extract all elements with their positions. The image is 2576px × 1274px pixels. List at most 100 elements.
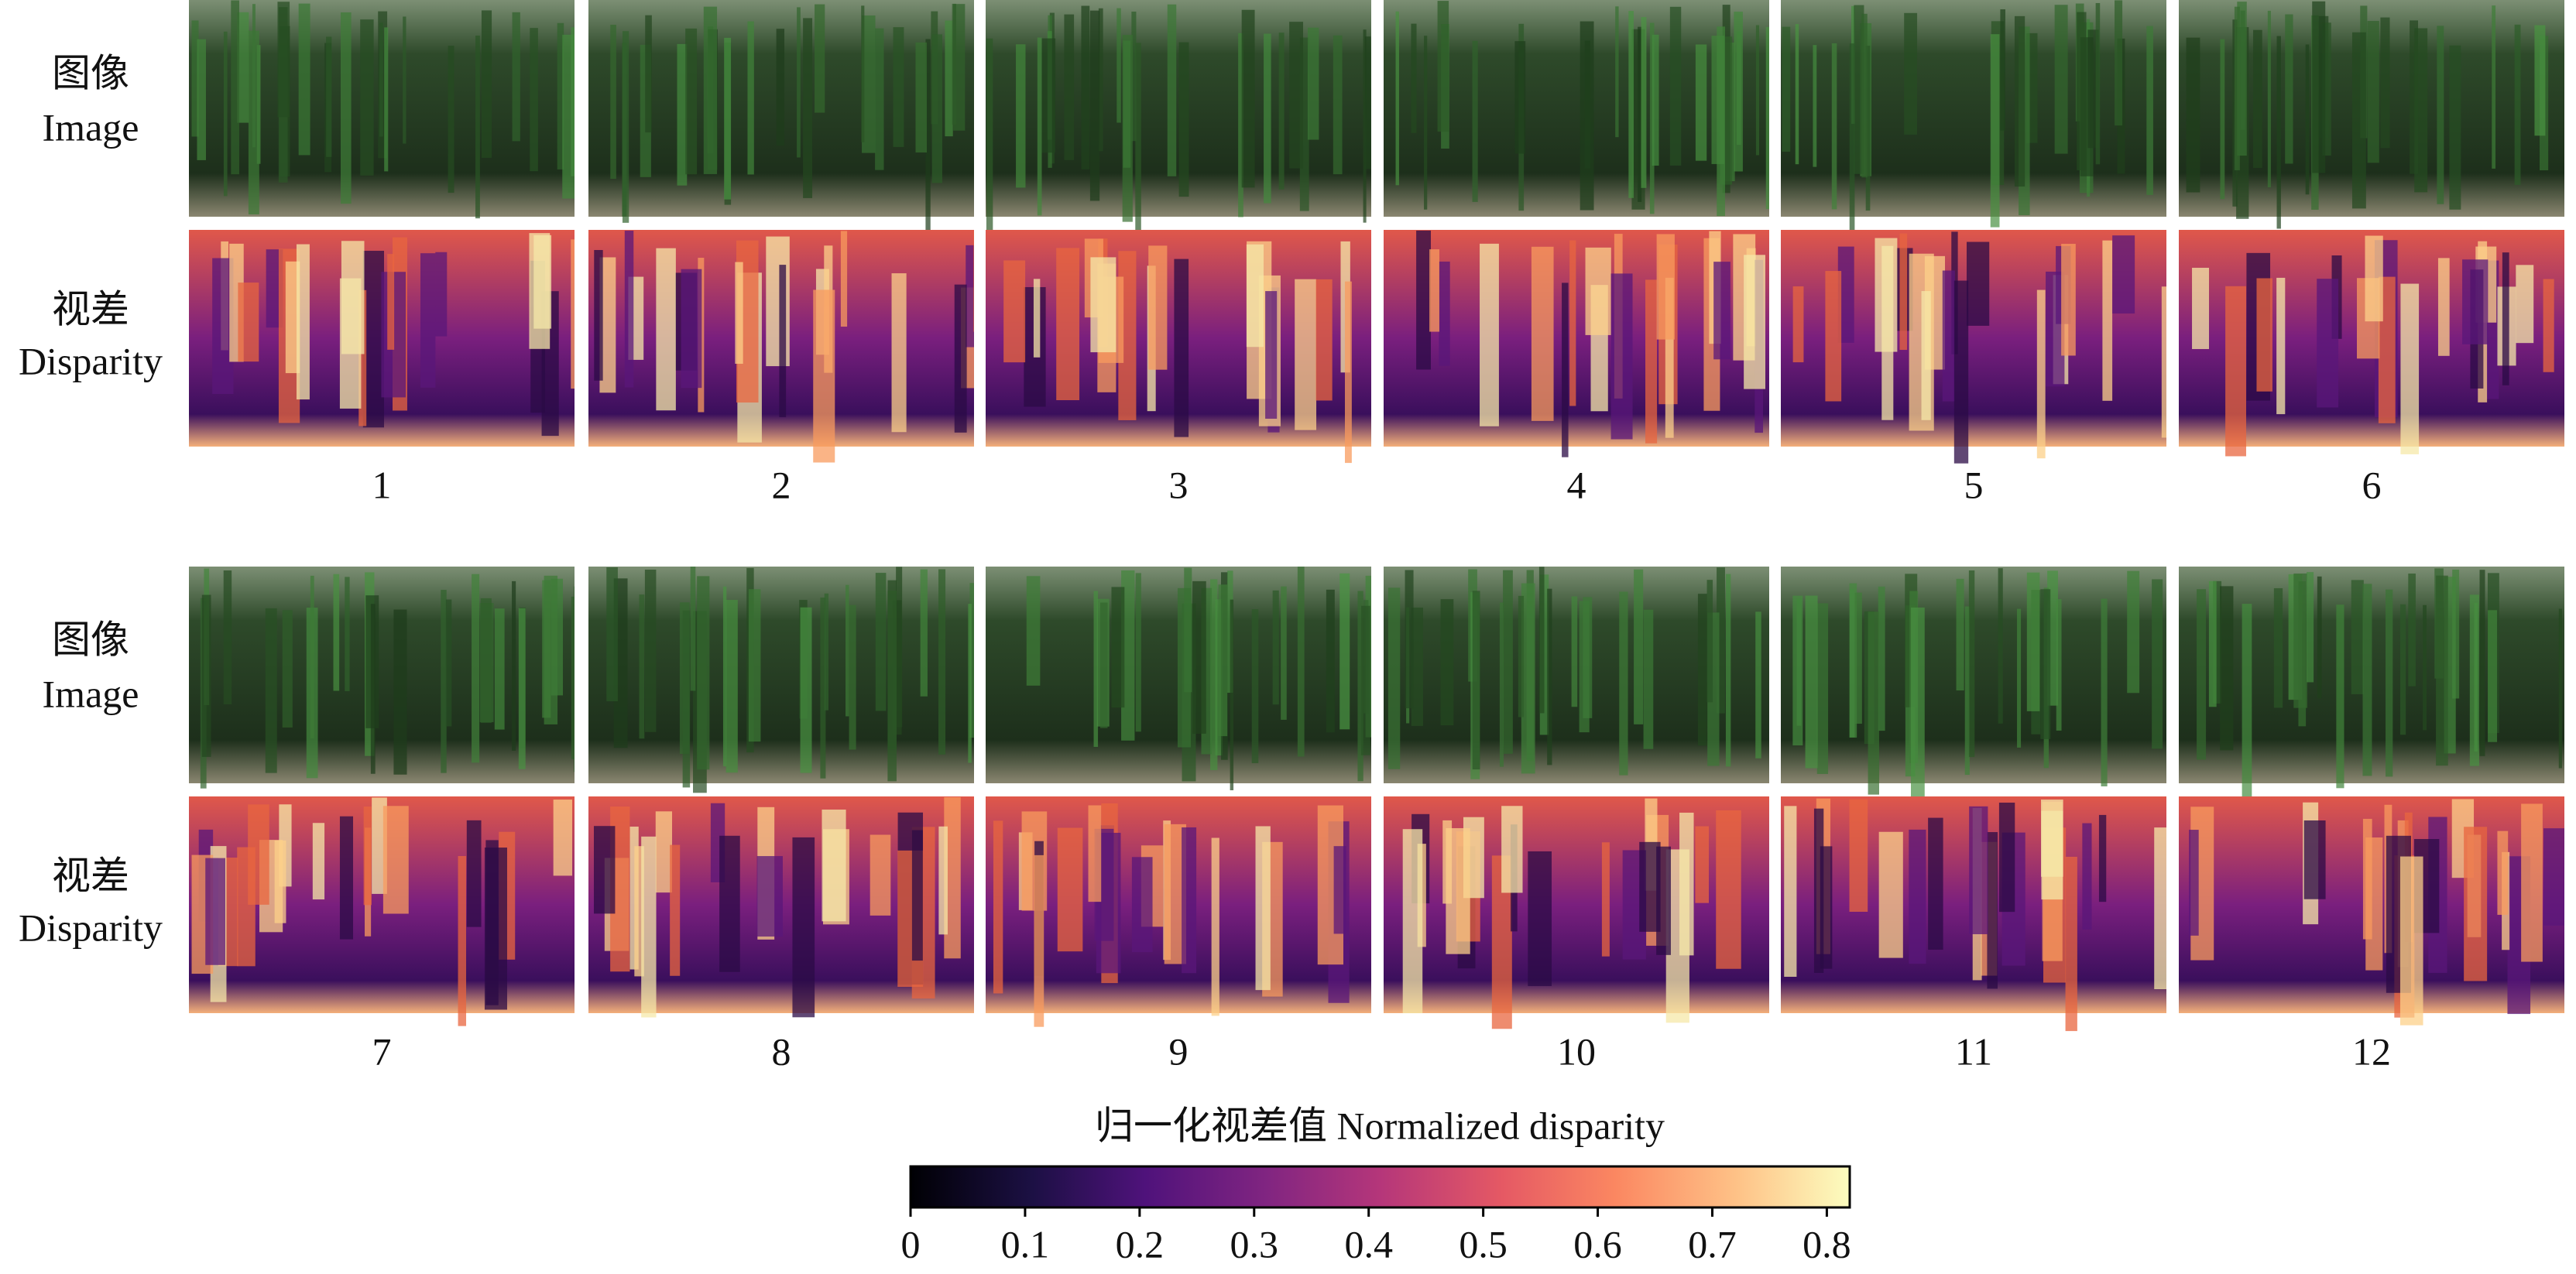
disparity-blob (1679, 812, 1694, 956)
stalk (2234, 6, 2240, 170)
stalk (2056, 599, 2062, 731)
stalk (2000, 9, 2005, 131)
stalk (2208, 580, 2217, 707)
disparity-blob (387, 254, 395, 350)
stalk (1706, 580, 1713, 703)
stalk (2492, 5, 2496, 169)
stalk (1580, 21, 1594, 211)
stalk (2514, 24, 2521, 185)
stalk (231, 0, 239, 175)
stalk (1289, 22, 1304, 169)
disparity-blob (1744, 255, 1765, 389)
disparity-blob (594, 250, 603, 381)
stalk (1911, 607, 1925, 801)
disparity-blob (670, 844, 681, 976)
stalk (1725, 574, 1731, 767)
stalk (2307, 572, 2314, 683)
disparity-blob (2303, 820, 2326, 899)
disparity-blob (1416, 230, 1431, 370)
panel-number: 11 (1955, 1029, 1992, 1073)
stalk (1849, 589, 1855, 738)
disparity-blob (944, 796, 961, 959)
stalk (571, 596, 575, 759)
stalk (1363, 29, 1367, 223)
stalk (2367, 21, 2379, 163)
photo (189, 567, 575, 789)
disparity-map (1384, 796, 1769, 1029)
stalk (480, 598, 492, 723)
disparity-blob (1174, 259, 1189, 437)
stalk (494, 608, 505, 730)
disparity-blob (1003, 260, 1026, 363)
stalk (360, 19, 374, 176)
panel-number: 2 (772, 463, 791, 506)
photo-background (1781, 0, 2166, 217)
stalk (1518, 595, 1525, 717)
stalk (2285, 14, 2293, 164)
disparity-blob (362, 251, 385, 428)
stalk (2449, 45, 2461, 210)
stalk (197, 39, 206, 160)
stalk (1326, 589, 1335, 733)
stalk (815, 4, 825, 113)
stalk (2242, 604, 2252, 800)
stalk (685, 28, 698, 175)
disparity-blob (1987, 832, 1998, 989)
stalk (1615, 6, 1619, 138)
disparity-blob (1295, 279, 1317, 430)
disparity-blob (1033, 279, 1041, 358)
disparity-blob (1969, 806, 1988, 934)
stalk (725, 600, 738, 773)
disparity-blob (485, 840, 499, 1005)
row-label-en: Disparity (19, 339, 163, 382)
stalk (1278, 33, 1285, 190)
disparity-blob (938, 826, 948, 935)
disparity-blob (205, 858, 226, 965)
disparity-blob (822, 809, 846, 922)
disparity-background (1384, 796, 1769, 1013)
disparity-blob (911, 830, 923, 961)
disparity-blob (2189, 830, 2199, 936)
disparity-blob (2098, 814, 2107, 902)
stalk (893, 27, 904, 147)
disparity-blob (1784, 806, 1797, 978)
stalk (931, 34, 942, 183)
stalk (1782, 26, 1791, 152)
disparity-map (1384, 230, 1769, 457)
disparity-blob (1837, 246, 1854, 343)
disparity-blob (296, 244, 310, 400)
disparity-blob (629, 826, 639, 970)
stalk (1503, 570, 1513, 754)
stalk (1734, 12, 1743, 172)
stalk (1041, 38, 1056, 153)
stalk (2017, 608, 2022, 748)
stalk (2436, 575, 2448, 766)
stalk (1643, 609, 1654, 749)
stalk (340, 12, 352, 204)
photo (189, 0, 575, 219)
disparity-blob (341, 241, 365, 354)
disparity-blob (571, 239, 575, 389)
disparity-blob (339, 816, 354, 940)
stalk (703, 6, 718, 174)
disparity-blob (2543, 279, 2554, 372)
disparity-blob (1792, 286, 1804, 363)
stalk (645, 15, 652, 133)
stalk (697, 576, 710, 770)
photo (2179, 0, 2564, 229)
stalk (223, 31, 228, 197)
stalk (1816, 603, 1829, 774)
disparity-blob (1601, 842, 1610, 957)
stalk (748, 589, 761, 742)
stalk (571, 27, 575, 176)
stalk (1251, 609, 1259, 763)
stalk (1405, 570, 1414, 709)
disparity-map (986, 796, 1371, 1027)
disparity-map (588, 796, 974, 1018)
stalk (2534, 25, 2546, 136)
stalk (2115, 0, 2123, 126)
stalk (370, 604, 376, 774)
stalk (803, 18, 813, 198)
disparity-blob (719, 835, 740, 972)
